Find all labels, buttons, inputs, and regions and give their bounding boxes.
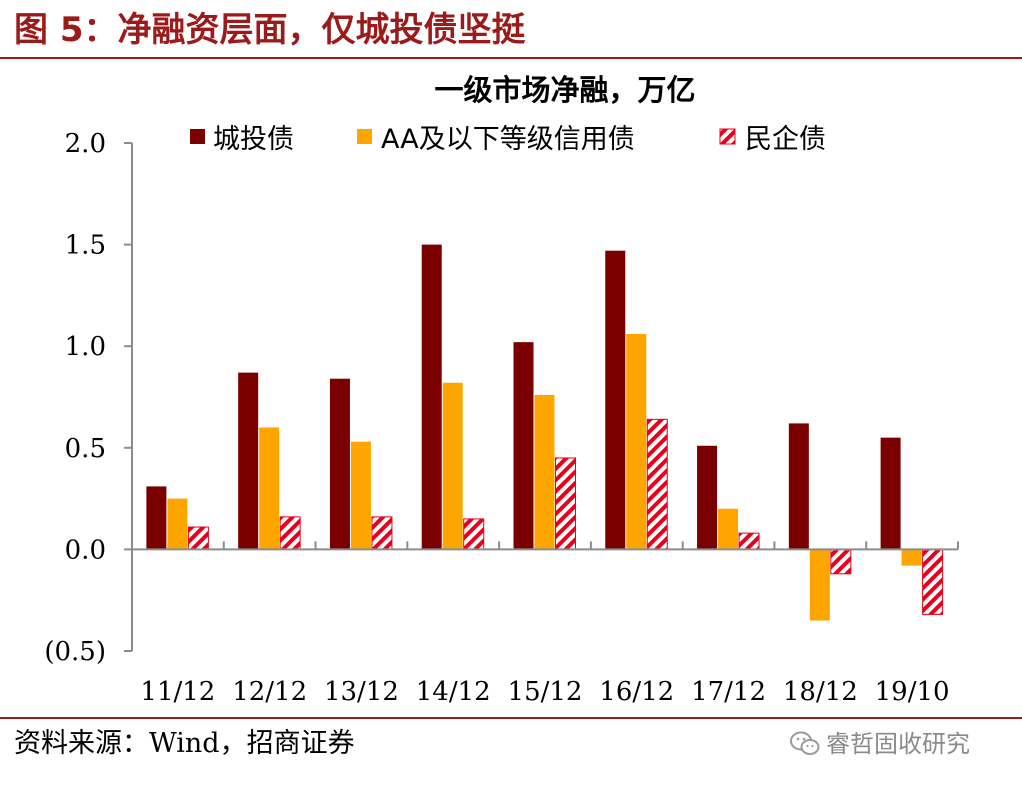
bar [646, 418, 668, 550]
watermark-text: 睿哲固收研究 [826, 730, 970, 758]
figure-title: 图 5：净融资层面，仅城投债坚挺 [14, 10, 526, 50]
y-tick-label: 0.5 [65, 434, 106, 464]
bar [187, 526, 209, 550]
bar [146, 486, 167, 550]
bar [279, 516, 301, 550]
bar [259, 427, 280, 550]
bar [371, 516, 393, 550]
legend-swatch [357, 129, 372, 144]
legend-swatch [719, 128, 736, 145]
wechat-icon [790, 731, 820, 755]
plot-area: 2.0 1.5 1.0 0.5 0.0 (0.5) 11/12 12/12 13/12 14/12… [44, 129, 959, 707]
x-tick-label: 11/12 [140, 677, 215, 707]
bar-chart: 一级市场净融，万亿 城投债 AA及以下等级信用债 民企债 2.0 1.5 1.0 0.5 0… [44, 73, 959, 707]
bar [421, 244, 442, 550]
bar [901, 549, 922, 566]
source-note: 资料来源：Wind，招商证券 [14, 728, 355, 759]
legend-swatch [190, 129, 205, 144]
bar [697, 445, 718, 550]
title-divider [0, 57, 1022, 59]
source-divider [0, 717, 1022, 719]
y-tick-label: 1.5 [65, 231, 106, 261]
bar [830, 548, 852, 575]
bar [922, 548, 944, 615]
x-tick-label: 17/12 [691, 677, 766, 707]
watermark: 睿哲固收研究 [790, 724, 970, 764]
legend: 城投债 AA及以下等级信用债 民企债 [190, 124, 826, 155]
bar [350, 441, 371, 550]
legend-label: 城投债 [213, 124, 294, 155]
bar [534, 394, 555, 550]
y-tick-label: 0.0 [65, 535, 106, 565]
bar [167, 498, 188, 550]
x-tick-label: 16/12 [599, 677, 674, 707]
bar [555, 457, 576, 550]
x-tick-label: 19/10 [875, 677, 950, 707]
chart-title: 一级市场净融，万亿 [434, 73, 695, 107]
x-tick-label: 14/12 [416, 677, 491, 707]
bar [626, 334, 647, 550]
y-tick-label: 2.0 [65, 129, 106, 159]
bar [513, 342, 534, 550]
bar [605, 250, 626, 550]
bar [463, 518, 485, 550]
x-tick-label: 18/12 [783, 677, 858, 707]
x-tick-label: 15/12 [508, 677, 583, 707]
bar [809, 549, 830, 621]
bar [718, 508, 739, 550]
y-tick-label: (0.5) [44, 637, 106, 667]
bar [738, 532, 760, 550]
x-tick-label: 13/12 [324, 677, 399, 707]
bar [442, 382, 463, 550]
legend-label: 民企债 [745, 124, 826, 155]
x-tick-label: 12/12 [232, 677, 307, 707]
bar [329, 378, 350, 550]
legend-label: AA及以下等级信用债 [381, 124, 635, 155]
bar [238, 372, 259, 550]
bar [880, 437, 901, 550]
y-tick-label: 1.0 [65, 332, 106, 362]
bar [788, 423, 809, 550]
